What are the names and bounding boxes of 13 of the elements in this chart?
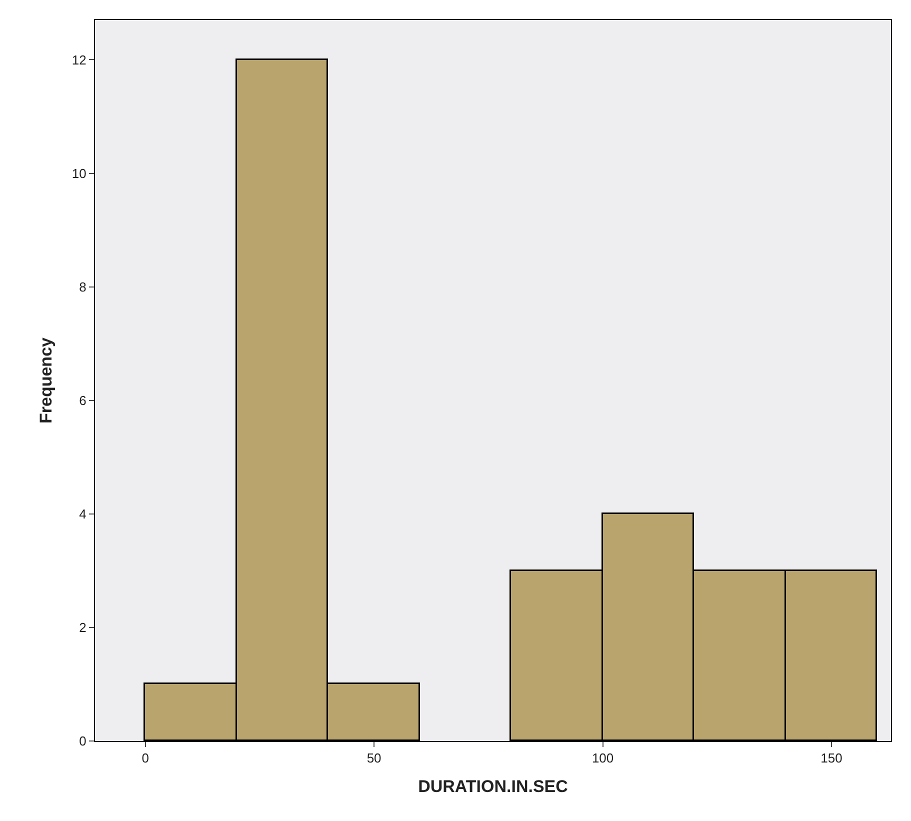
y-tick-label: 8 — [79, 279, 86, 294]
y-tick-label: 6 — [79, 392, 86, 408]
x-tick-label: 50 — [366, 750, 382, 766]
x-tick-label: 100 — [592, 750, 614, 766]
y-tick-label: 10 — [72, 166, 86, 181]
x-tick-label: 0 — [142, 750, 149, 766]
x-axis-title: DURATION.IN.SEC — [418, 777, 568, 796]
y-tick-label: 4 — [79, 506, 86, 522]
x-tick-label: 150 — [820, 750, 842, 766]
y-axis-title: Frequency — [36, 336, 56, 424]
y-tick-label: 2 — [79, 620, 86, 636]
y-tick-label: 0 — [79, 734, 86, 749]
y-tick-label: 12 — [72, 52, 86, 68]
